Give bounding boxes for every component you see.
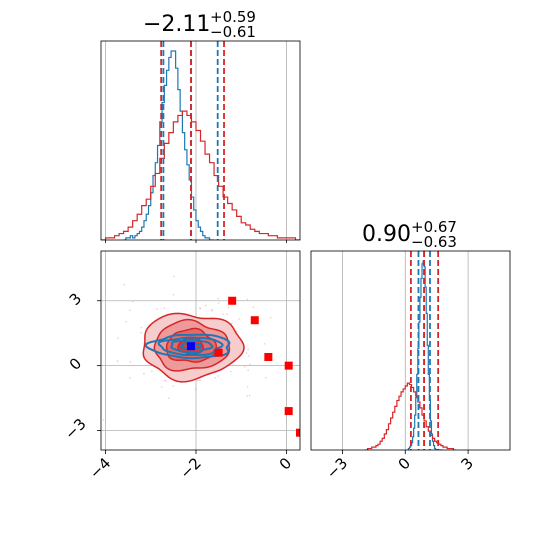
scatter-point — [163, 379, 166, 382]
marginal-x-frame — [100, 40, 301, 241]
x-tick-label: 0 — [395, 454, 414, 473]
joint-frame — [100, 250, 301, 451]
marginal-x-title-main: −2.11 — [143, 12, 210, 37]
scatter-point — [238, 318, 240, 320]
red-square-marker — [214, 348, 223, 357]
scatter-point — [217, 302, 220, 304]
red-square-marker — [284, 361, 293, 370]
scatter-point — [140, 326, 143, 329]
scatter-point — [226, 313, 228, 316]
y-tick-label: 3 — [66, 289, 85, 308]
red-square-marker — [296, 428, 300, 437]
x-tick-label: −4 — [86, 454, 114, 482]
marginal-x-title-sub: −0.61 — [210, 23, 256, 41]
red-square-marker — [264, 352, 273, 361]
marginal-y-grid — [342, 251, 469, 450]
scatter-point — [316, 337, 318, 339]
scatter-point — [196, 379, 199, 382]
marginal-x-title-sup: +0.59 — [210, 8, 256, 26]
scatter-point — [129, 360, 132, 363]
scatter-point — [265, 376, 267, 379]
scatter-point — [165, 380, 167, 382]
blue-square-marker — [187, 342, 196, 351]
scatter-point — [167, 397, 170, 400]
marginal-x-panel: −2.11 +0.59 −0.61 — [100, 8, 301, 243]
marginal-y-title-sup: +0.67 — [411, 218, 457, 236]
red-square-marker — [228, 296, 237, 305]
red-square-marker — [250, 316, 259, 325]
scatter-point — [143, 372, 145, 375]
scatter-point — [156, 308, 159, 310]
blue-contour-level — [157, 336, 224, 357]
scatter-point — [230, 322, 233, 325]
scatter-point — [246, 298, 249, 301]
scatter-point — [247, 348, 249, 351]
scatter-point — [117, 337, 120, 339]
y-tick-label: 0 — [66, 354, 85, 373]
y-tick-label: −3 — [61, 415, 89, 443]
scatter-point — [151, 370, 153, 372]
x-tick-label: 0 — [276, 454, 295, 473]
x-tick-label: −3 — [323, 454, 351, 482]
scatter-point — [227, 306, 230, 309]
scatter-point — [123, 283, 126, 286]
scatter-point — [199, 379, 201, 382]
scatter-point — [214, 377, 216, 379]
scatter-point — [247, 369, 249, 372]
scatter-point — [246, 386, 249, 388]
scatter-point — [245, 352, 248, 354]
scatter-point — [163, 307, 166, 310]
scatter-point — [243, 365, 246, 368]
scatter-point — [102, 419, 105, 421]
marginal-x-quantile-lines — [160, 41, 225, 240]
scatter-point — [140, 331, 142, 334]
joint-panel: −4 −2 0 −3 0 3 — [61, 250, 318, 482]
scatter-point — [172, 293, 175, 296]
marginal-y-quantile-lines — [410, 251, 440, 450]
scatter-point — [246, 395, 248, 397]
scatter-point — [199, 307, 201, 310]
marginal-y-frame — [310, 250, 511, 451]
scatter-point — [116, 360, 119, 362]
x-tick-label: −2 — [176, 454, 204, 482]
scatter-point — [131, 300, 134, 303]
marginal-y-title-sub: −0.63 — [411, 233, 457, 251]
red-square-marker — [284, 407, 293, 416]
scatter-point — [269, 316, 272, 319]
joint-x-ticks: −4 −2 0 — [86, 450, 295, 482]
scatter-point — [129, 309, 131, 311]
marginal-y-x-ticks: −3 0 3 — [323, 450, 477, 482]
scatter-point — [125, 320, 127, 323]
marginal-x-histograms — [101, 50, 300, 240]
histogram-series-0 — [123, 50, 215, 240]
x-tick-label: 3 — [457, 454, 476, 473]
scatter-point — [249, 363, 251, 366]
scatter-point — [205, 304, 207, 307]
scatter-point — [248, 355, 250, 357]
scatter-point — [129, 377, 131, 379]
scatter-point — [160, 386, 163, 388]
scatter-point — [217, 297, 219, 300]
scatter-point — [230, 370, 232, 373]
blue-contour-level — [179, 342, 203, 351]
joint-markers — [187, 296, 300, 437]
marginal-x-grid — [105, 41, 287, 243]
marginal-y-panel: 0.90 +0.67 −0.63 −3 0 3 — [310, 218, 511, 482]
scatter-point — [217, 375, 219, 377]
scatter-point — [211, 308, 213, 311]
joint-y-ticks: −3 0 3 — [61, 289, 101, 443]
scatter-point — [252, 306, 255, 309]
scatter-point — [173, 275, 175, 278]
scatter-point — [194, 388, 197, 391]
scatter-point — [222, 313, 224, 316]
blue-contour-level — [170, 339, 214, 354]
histogram-series-1 — [101, 110, 300, 240]
blue-contour-level — [144, 333, 231, 360]
scatter-point — [172, 385, 175, 387]
marginal-y-title-main: 0.90 — [362, 222, 411, 247]
scatter-point — [235, 330, 238, 332]
scatter-point — [263, 342, 266, 345]
scatter-point — [248, 394, 251, 397]
